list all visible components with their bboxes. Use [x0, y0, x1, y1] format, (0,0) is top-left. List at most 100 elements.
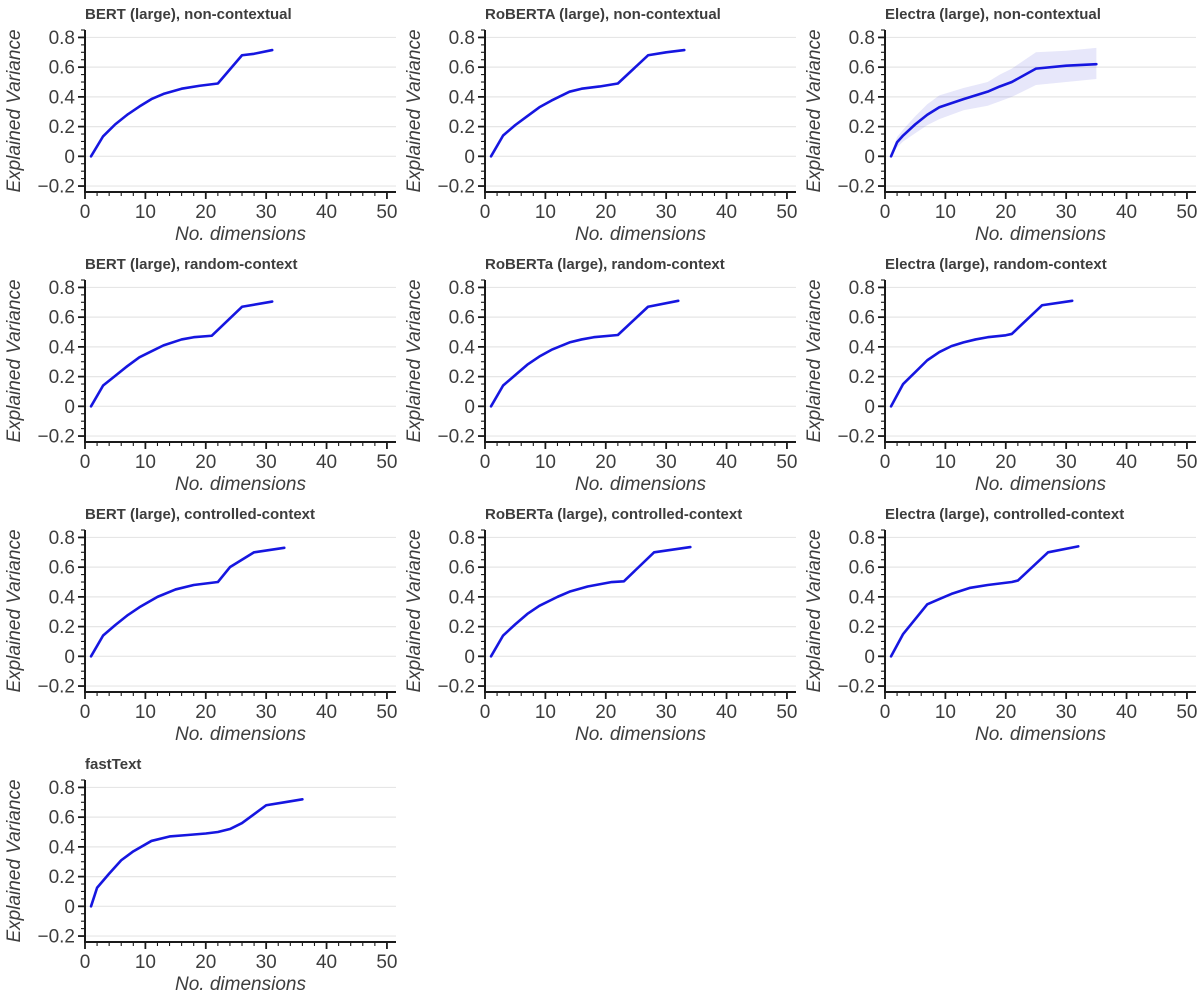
- x-tick-label: 20: [995, 452, 1016, 473]
- y-tick-label: 0.6: [49, 58, 75, 79]
- x-tick-label: 50: [376, 952, 397, 973]
- x-tick-label: 0: [80, 202, 91, 223]
- y-tick-label: 0.8: [49, 778, 75, 799]
- x-axis-label: No. dimensions: [975, 474, 1106, 495]
- x-tick-label: 30: [1056, 452, 1077, 473]
- x-tick-label: 20: [195, 702, 216, 723]
- y-tick-label: 0.8: [49, 528, 75, 549]
- x-tick-label: 30: [656, 202, 677, 223]
- x-axis-label: No. dimensions: [175, 974, 306, 995]
- chart-cell-4: 0 10 20 30 40 50 −0.2 0 0.2 0.4 0.6 0.8 RoBERTa (lar…: [400, 250, 800, 500]
- chart-cell-3: 0 10 20 30 40 50 −0.2 0 0.2 0.4 0.6 0.8 BERT (large)…: [0, 250, 400, 500]
- y-tick-label: 0.6: [49, 308, 75, 329]
- y-axis-label: Explained Variance: [804, 279, 825, 442]
- x-tick-label: 0: [880, 452, 891, 473]
- x-tick-label: 20: [195, 202, 216, 223]
- x-tick-label: 30: [1056, 202, 1077, 223]
- x-tick-label: 50: [776, 702, 797, 723]
- x-tick-label: 30: [256, 952, 277, 973]
- y-tick-label: 0.4: [49, 837, 76, 858]
- y-axis-label: Explained Variance: [404, 29, 425, 192]
- data-line: [89, 300, 274, 408]
- y-tick-label: 0: [464, 147, 475, 168]
- x-axis-label: No. dimensions: [975, 224, 1106, 245]
- data-line: [89, 546, 286, 658]
- x-axis-label: No. dimensions: [575, 224, 706, 245]
- chart-title: RoBERTA (large), non-contextual: [485, 6, 721, 23]
- x-tick-label: 10: [135, 952, 156, 973]
- x-tick-label: 30: [656, 452, 677, 473]
- y-tick-label: 0.2: [449, 367, 475, 388]
- y-axis-label: Explained Variance: [4, 29, 25, 192]
- y-tick-label: 0: [64, 147, 75, 168]
- y-tick-label: 0.6: [449, 58, 475, 79]
- x-axis-label: No. dimensions: [575, 724, 706, 745]
- y-tick-label: −0.2: [837, 177, 875, 198]
- x-tick-label: 0: [80, 952, 91, 973]
- y-tick-label: 0.6: [49, 808, 75, 829]
- x-tick-label: 30: [1056, 702, 1077, 723]
- y-axis-label: Explained Variance: [404, 279, 425, 442]
- y-axis-label: Explained Variance: [4, 529, 25, 692]
- y-tick-label: 0.6: [449, 308, 475, 329]
- chart-cell-7: 0 10 20 30 40 50 −0.2 0 0.2 0.4 0.6 0.8 RoBERTa (lar…: [400, 500, 800, 750]
- x-tick-label: 40: [1116, 702, 1137, 723]
- x-tick-label: 50: [776, 202, 797, 223]
- x-tick-label: 50: [1176, 452, 1197, 473]
- x-tick-label: 10: [935, 452, 956, 473]
- x-tick-label: 40: [316, 202, 337, 223]
- y-tick-label: 0.4: [449, 337, 476, 358]
- chart-title: Electra (large), non-contextual: [885, 6, 1101, 23]
- x-tick-label: 0: [480, 702, 491, 723]
- x-tick-label: 10: [135, 702, 156, 723]
- x-tick-label: 20: [595, 452, 616, 473]
- empty-cell: [800, 750, 1200, 1000]
- x-tick-label: 0: [80, 702, 91, 723]
- y-tick-label: −0.2: [37, 427, 75, 448]
- chart-title: BERT (large), non-contextual: [85, 6, 292, 23]
- y-tick-label: 0.2: [849, 367, 875, 388]
- x-tick-label: 0: [880, 202, 891, 223]
- x-tick-label: 10: [535, 202, 556, 223]
- chart-cell-0: 0 10 20 30 40 50 −0.2 0 0.2 0.4 0.6 0.8 BERT (large)…: [0, 0, 400, 250]
- data-line: [89, 798, 304, 908]
- x-tick-label: 10: [535, 452, 556, 473]
- y-tick-label: −0.2: [37, 677, 75, 698]
- x-tick-label: 20: [595, 202, 616, 223]
- confidence-band: [891, 47, 1097, 157]
- y-tick-label: 0.2: [449, 117, 475, 138]
- chart-svg: 0 10 20 30 40 50−0.200.20.40.60.8fastTextNo. …: [4, 756, 398, 995]
- x-tick-label: 50: [776, 452, 797, 473]
- x-tick-label: 50: [1176, 702, 1197, 723]
- data-line: [489, 545, 692, 658]
- x-tick-label: 0: [880, 702, 891, 723]
- chart-cell-9: 0 10 20 30 40 50 −0.2 0 0.2 0.4 0.6 0.8 fastText No. …: [0, 750, 400, 1000]
- y-tick-label: −0.2: [37, 177, 75, 198]
- x-tick-label: 10: [135, 202, 156, 223]
- x-tick-label: 10: [935, 202, 956, 223]
- y-tick-label: 0.6: [449, 558, 475, 579]
- x-axis-label: No. dimensions: [975, 724, 1106, 745]
- chart-title: BERT (large), random-context: [85, 256, 298, 273]
- chart-title: Electra (large), controlled-context: [885, 506, 1124, 523]
- chart-title: Electra (large), random-context: [885, 256, 1107, 273]
- x-tick-label: 20: [195, 952, 216, 973]
- y-axis-label: Explained Variance: [4, 779, 25, 942]
- y-tick-label: 0: [864, 647, 875, 668]
- y-tick-label: 0.8: [49, 278, 75, 299]
- x-tick-label: 20: [595, 702, 616, 723]
- y-tick-label: 0: [464, 647, 475, 668]
- y-tick-label: 0.2: [849, 117, 875, 138]
- x-tick-label: 0: [480, 452, 491, 473]
- y-axis-label: Explained Variance: [4, 279, 25, 442]
- x-tick-label: 10: [535, 702, 556, 723]
- y-tick-label: 0.4: [849, 587, 876, 608]
- x-tick-label: 50: [376, 702, 397, 723]
- y-tick-label: 0.8: [49, 28, 75, 49]
